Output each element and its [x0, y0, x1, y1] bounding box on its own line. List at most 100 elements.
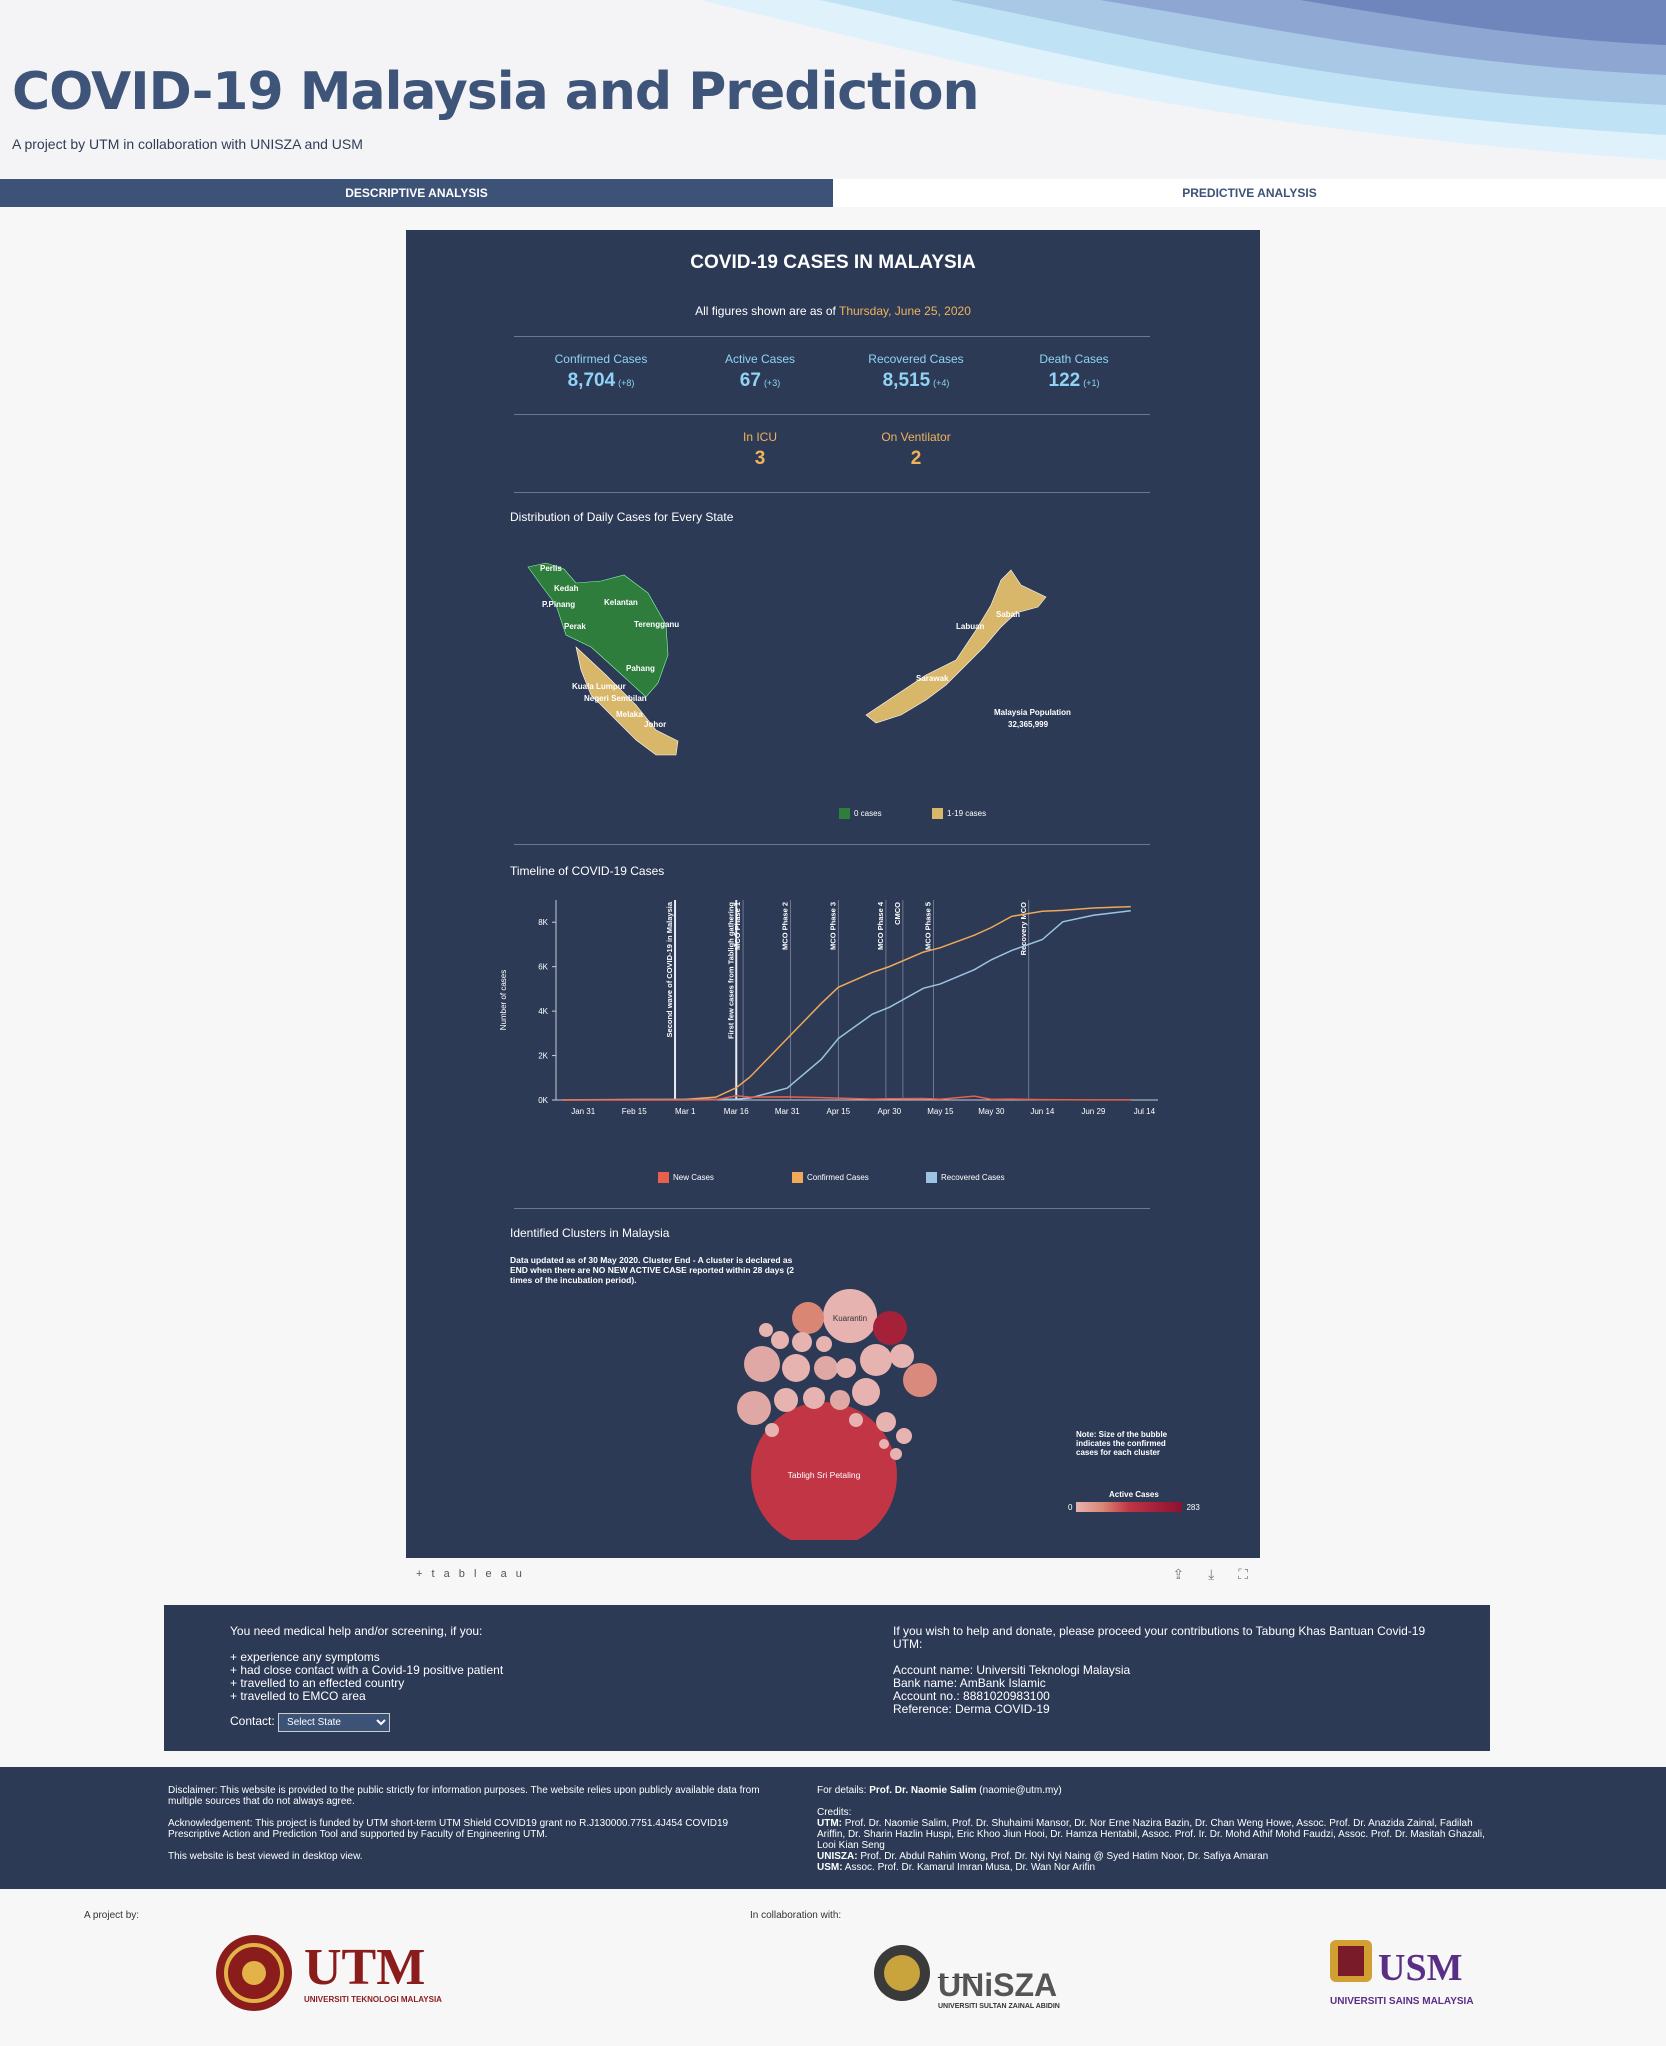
svg-text:UTM: UTM: [304, 1939, 425, 1996]
details-email[interactable]: (naomie@utm.my): [979, 1785, 1062, 1796]
series-line-new-cases: [562, 1095, 1131, 1101]
project-by-label: A project by:: [84, 1910, 140, 1921]
page-subtitle: A project by UTM in collaboration with U…: [12, 136, 363, 152]
contact-row: Contact: Select State: [230, 1713, 503, 1732]
tab-bar: DESCRIPTIVE ANALYSIS PREDICTIVE ANALYSIS: [0, 179, 1666, 207]
map-legend-item[interactable]: 0 cases: [839, 808, 882, 819]
tableau-toolbar: + t a b l e a u ⇪ ⤓ ⛶: [406, 1560, 1260, 1590]
desktop-note: This website is best viewed in desktop v…: [168, 1851, 363, 1862]
svg-text:ـــ ـــ ـــ: ـــ ـــ ـــ: [937, 1967, 978, 1981]
svg-text:USM: USM: [1378, 1947, 1462, 1989]
tableau-dashboard: COVID-19 CASES IN MALAYSIA All figures s…: [406, 230, 1260, 1558]
event-label: MCO Phase 4: [876, 901, 885, 950]
state-labels: Perlis Kedah P.Pinang Kelantan Perak Ter…: [540, 564, 1071, 729]
active-cases-color-legend: 0 283: [1068, 1502, 1200, 1512]
x-tick-label: Jun 29: [1081, 1107, 1106, 1116]
timeline-title: Timeline of COVID-19 Cases: [510, 864, 665, 878]
stat-value: 3: [754, 448, 766, 469]
y-tick-label: 0K: [538, 1096, 548, 1105]
timeline-legend-item[interactable]: Recovered Cases: [926, 1172, 1005, 1183]
state-label: P.Pinang: [542, 600, 575, 609]
x-tick-label: May 30: [978, 1107, 1005, 1116]
state-label: Perak: [564, 622, 586, 631]
state-label: Kelantan: [604, 598, 638, 607]
state-label: Kuala Lumpur: [572, 682, 626, 691]
state-select[interactable]: Select State: [278, 1713, 391, 1732]
bank-name: Bank name: AmBank Islamic: [893, 1676, 1046, 1690]
acknowledgement: Acknowledgement: This project is funded …: [168, 1818, 729, 1840]
credits-unisza: UNISZA: Prof. Dr. Abdul Rahim Wong, Prof…: [817, 1851, 1269, 1862]
download-icon[interactable]: ⤓: [1208, 1566, 1215, 1582]
as-of-date: Thursday, June 25, 2020: [839, 304, 971, 318]
as-of-prefix: All figures shown are as of: [695, 304, 836, 318]
event-label: MCO Phase 3: [828, 902, 837, 950]
event-label: CMCO: [893, 902, 902, 925]
timeline-legend-item[interactable]: Confirmed Cases: [792, 1172, 869, 1183]
help-item: + had close contact with a Covid-19 posi…: [230, 1663, 504, 1677]
dashboard-title: COVID-19 CASES IN MALAYSIA: [690, 252, 976, 273]
details-line: For details: Prof. Dr. Naomie Salim (nao…: [817, 1785, 1062, 1796]
y-tick-label: 6K: [538, 963, 548, 972]
account-name: Account name: Universiti Teknologi Malay…: [893, 1663, 1131, 1677]
population-label: Malaysia Population: [994, 708, 1071, 717]
bubble-size-note: Note: Size of the bubble indicates the c…: [1076, 1430, 1168, 1457]
donate-intro: If you wish to help and donate, please p…: [893, 1624, 1426, 1651]
stat-label: Confirmed Cases: [554, 352, 648, 366]
header-wave-decoration: [700, 0, 1666, 160]
stat-value: 2: [910, 448, 922, 469]
cluster-bubbles[interactable]: Tabligh Sri Petaling Kuarantin: [706, 1260, 966, 1540]
y-tick-label: 2K: [538, 1052, 548, 1061]
svg-text:UNiSZA: UNiSZA: [938, 1967, 1057, 2003]
cluster-label-kuarantin: Kuarantin: [833, 1314, 867, 1323]
page-title: COVID-19 Malaysia and Prediction: [12, 62, 980, 122]
utm-logo: UTM UNIVERSITI TEKNOLOGI MALAYSIA: [216, 1935, 442, 2011]
help-panel: You need medical help and/or screening, …: [164, 1605, 1490, 1751]
map-legend-item[interactable]: 1-19 cases: [932, 808, 986, 819]
x-tick-label: Jan 31: [571, 1107, 596, 1116]
malaysia-map[interactable]: Perlis Kedah P.Pinang Kelantan Perak Ter…: [506, 535, 1166, 775]
medical-help-block: You need medical help and/or screening, …: [230, 1625, 503, 1732]
site-footer: Disclaimer: This website is provided to …: [0, 1767, 1666, 1889]
partner-logos: A project by: In collaboration with: UTM…: [0, 1892, 1666, 2046]
state-label: Johor: [644, 720, 666, 729]
tableau-logo[interactable]: + t a b l e a u: [416, 1568, 525, 1580]
cluster-label-tabligh: Tabligh Sri Petaling: [788, 1470, 861, 1480]
help-intro: You need medical help and/or screening, …: [230, 1624, 483, 1638]
contact-label: Contact:: [230, 1714, 275, 1728]
x-tick-label: May 15: [927, 1107, 954, 1116]
x-tick-label: Apr 15: [827, 1107, 851, 1116]
event-label: First few cases from Tabligh gathering: [726, 902, 735, 1039]
credits-usm: USM: Assoc. Prof. Dr. Kamarul Imran Musa…: [817, 1862, 1096, 1873]
state-label: Pahang: [626, 664, 655, 673]
account-no: Account no.: 8881020983100: [893, 1689, 1050, 1703]
share-icon[interactable]: ⇪: [1172, 1566, 1185, 1582]
stat-ventilator: On Ventilator 2: [841, 430, 991, 470]
x-tick-label: Feb 15: [622, 1107, 647, 1116]
state-label: Perlis: [540, 564, 562, 573]
stat-value: 122 (+1): [1048, 370, 1100, 391]
timeline-chart[interactable]: 0K 2K 4K 6K 8K Jan 31 Feb 15 Mar 1 Mar 16 Mar 31 A…: [486, 890, 1186, 1130]
state-label: Sabah: [996, 610, 1020, 619]
divider: [514, 1208, 1150, 1209]
series-line-recovered-cases: [562, 910, 1131, 1101]
stat-confirmed: Confirmed Cases 8,704 (+8): [526, 352, 676, 392]
stat-label: Active Cases: [724, 352, 796, 366]
stat-value: 67 (+3): [739, 370, 781, 391]
help-item: + travelled to EMCO area: [230, 1689, 366, 1703]
stat-label: Death Cases: [1039, 352, 1109, 366]
event-label: MCO Phase 1: [733, 902, 742, 950]
tab-descriptive-analysis[interactable]: DESCRIPTIVE ANALYSIS: [0, 179, 833, 207]
footer-left: Disclaimer: This website is provided to …: [168, 1785, 768, 1862]
divider: [514, 336, 1150, 337]
x-tick-label: Jun 14: [1030, 1107, 1055, 1116]
state-label: Negeri Sembilan: [584, 694, 647, 703]
svg-text:UNIVERSITI SULTAN ZAINAL ABIDI: UNIVERSITI SULTAN ZAINAL ABIDIN: [938, 2003, 1060, 2010]
stat-value: 8,704 (+8): [567, 370, 635, 391]
usm-logo: USM UNIVERSITI SAINS MALAYSIA: [1330, 1940, 1474, 2007]
fullscreen-icon[interactable]: ⛶: [1238, 1566, 1248, 1582]
divider: [514, 414, 1150, 415]
divider: [514, 492, 1150, 493]
timeline-legend-item[interactable]: New Cases: [658, 1172, 714, 1183]
svg-text:UNIVERSITI SAINS MALAYSIA: UNIVERSITI SAINS MALAYSIA: [1330, 1996, 1474, 2007]
tab-predictive-analysis[interactable]: PREDICTIVE ANALYSIS: [833, 179, 1666, 207]
